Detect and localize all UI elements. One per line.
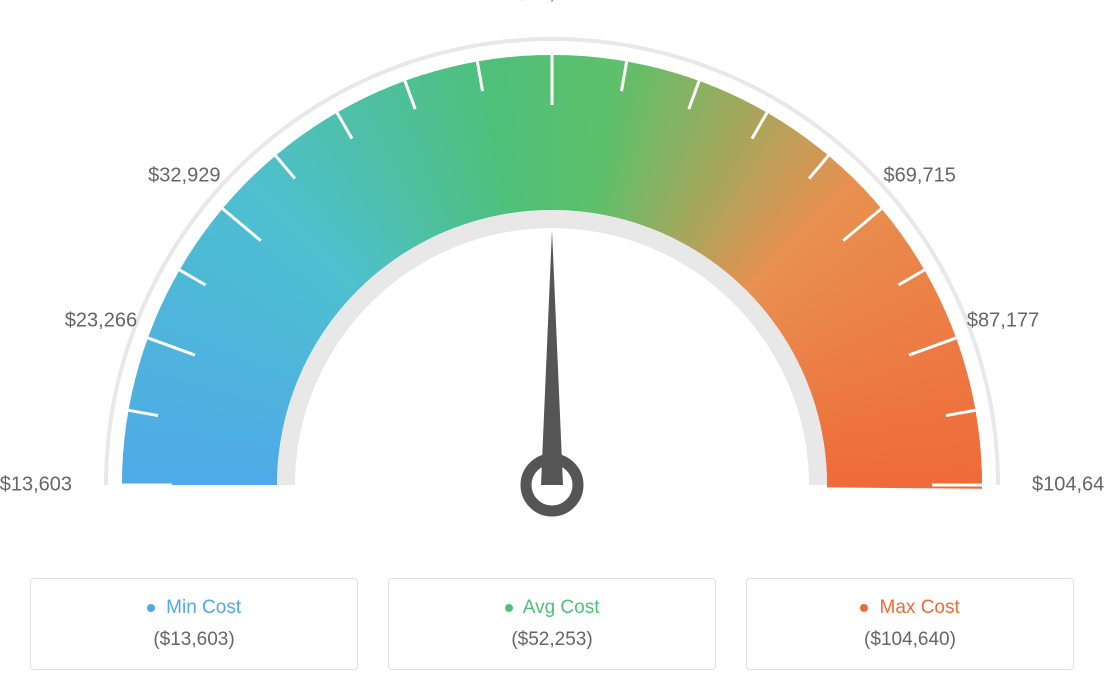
legend-card-max: Max Cost ($104,640) [746, 578, 1074, 670]
legend-title-label: Avg Cost [523, 597, 600, 618]
legend-title-min: Min Cost [41, 597, 347, 619]
gauge-container: $13,603 $23,266 $32,929 $52,253 $69,715 $87,1… [0, 0, 1104, 530]
gauge-tick-label: $32,929 [148, 165, 220, 188]
legend-value-avg: ($52,253) [399, 629, 705, 651]
legend-value-min: ($13,603) [41, 629, 347, 651]
gauge-chart [0, 0, 1104, 530]
gauge-tick-label: $87,177 [967, 309, 1039, 332]
legend-title-max: Max Cost [757, 597, 1063, 619]
dot-icon [505, 604, 513, 612]
legend-card-avg: Avg Cost ($52,253) [388, 578, 716, 670]
legend-title-label: Max Cost [880, 597, 960, 618]
gauge-tick-label: $104,640 [1032, 474, 1104, 497]
legend-row: Min Cost ($13,603) Avg Cost ($52,253) Ma… [0, 578, 1104, 670]
gauge-tick-label: $23,266 [65, 309, 137, 332]
legend-title-label: Min Cost [166, 597, 241, 618]
legend-title-avg: Avg Cost [399, 597, 705, 619]
dot-icon [147, 604, 155, 612]
dot-icon [860, 604, 868, 612]
gauge-tick-label: $13,603 [0, 474, 72, 497]
legend-value-max: ($104,640) [757, 629, 1063, 651]
legend-card-min: Min Cost ($13,603) [30, 578, 358, 670]
gauge-tick-label: $52,253 [516, 0, 588, 5]
gauge-tick-label: $69,715 [884, 165, 956, 188]
